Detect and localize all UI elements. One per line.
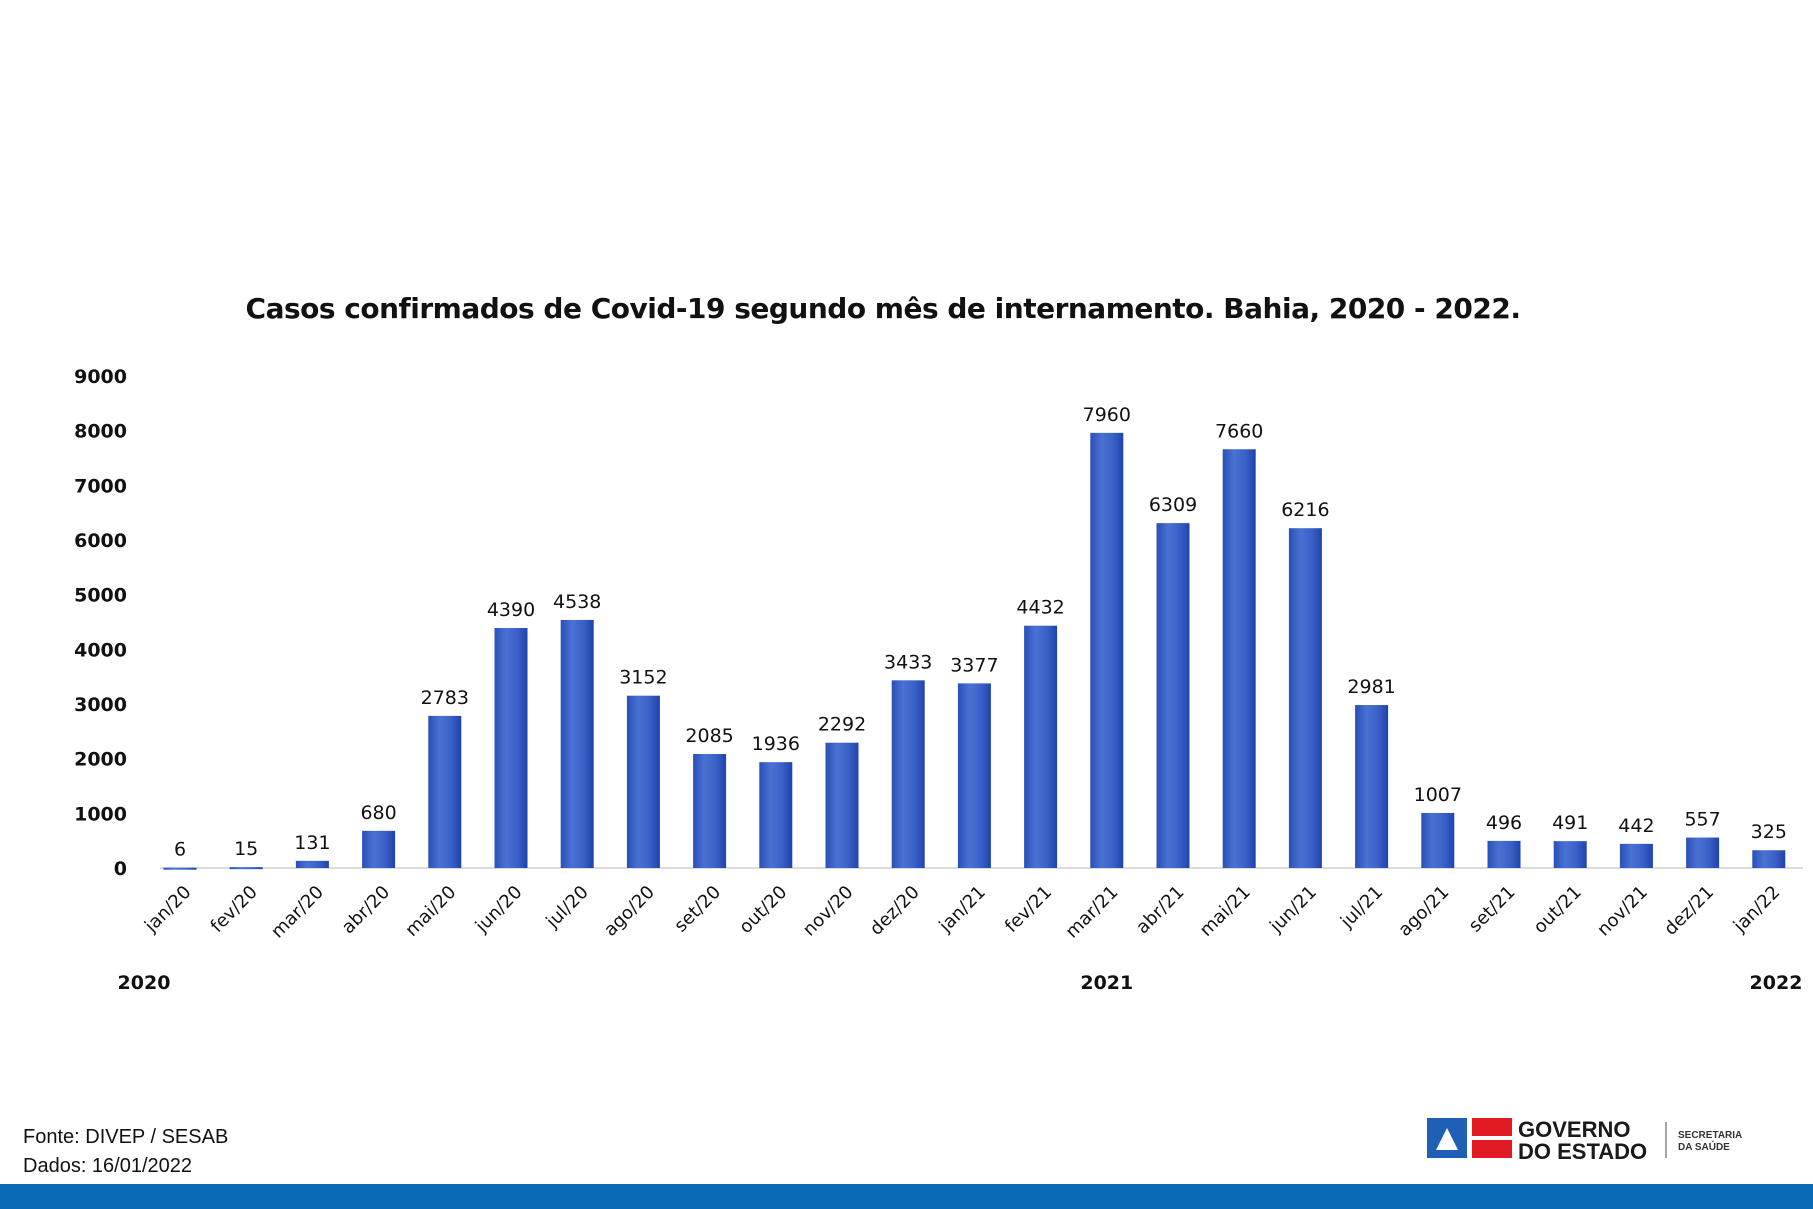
bar [693, 754, 727, 868]
x-tick-label: fev/20 [207, 882, 262, 937]
x-tick-label: out/21 [1530, 882, 1586, 938]
x-tick-label: dez/20 [866, 882, 924, 940]
x-tick-label: nov/21 [1593, 882, 1652, 941]
data-label: 1936 [752, 733, 800, 755]
data-label: 2085 [685, 725, 733, 747]
bar [560, 619, 594, 868]
data-label: 3377 [950, 654, 998, 676]
data-label: 557 [1684, 809, 1720, 831]
y-tick-label: 6000 [74, 530, 127, 552]
data-label: 2783 [421, 687, 469, 709]
x-tick-label: abr/20 [338, 882, 394, 938]
y-tick-label: 0 [114, 858, 127, 880]
data-label: 4432 [1016, 597, 1064, 619]
logo-line2: DO ESTADO [1518, 1139, 1647, 1164]
data-label: 491 [1552, 812, 1588, 834]
x-tick-label: nov/20 [799, 882, 858, 941]
data-label: 131 [294, 832, 330, 854]
bar [1752, 850, 1786, 868]
bar [1421, 812, 1455, 868]
logo-line1: GOVERNO [1518, 1117, 1630, 1142]
x-tick-label: fev/21 [1001, 882, 1056, 937]
year-label: 2022 [1750, 972, 1803, 994]
logo-sub1: SECRETARIA [1678, 1130, 1742, 1141]
data-label: 6309 [1149, 494, 1197, 516]
x-tick-label: set/21 [1465, 882, 1520, 937]
data-label: 3433 [884, 651, 932, 673]
bar [1355, 705, 1389, 868]
governo-bahia-logo: GOVERNO DO ESTADO SECRETARIA DA SAÚDE [1427, 1117, 1742, 1164]
bar [229, 867, 263, 870]
bar [295, 860, 329, 868]
data-label: 1007 [1414, 784, 1462, 806]
x-tick-label: ago/20 [600, 882, 659, 941]
bar [1156, 523, 1190, 868]
year-label: 2020 [118, 972, 171, 994]
bar [825, 742, 859, 868]
bar [1553, 841, 1587, 868]
x-tick-label: mar/21 [1062, 882, 1123, 943]
chart-title: Casos confirmados de Covid-19 segundo mê… [245, 292, 1521, 325]
bar [626, 695, 660, 868]
bar [163, 867, 197, 870]
bar [362, 830, 396, 868]
data-label: 15 [234, 838, 258, 860]
y-tick-label: 8000 [74, 421, 127, 443]
x-tick-label: ago/21 [1394, 882, 1453, 941]
bar [494, 628, 528, 868]
data-label: 4538 [553, 591, 601, 613]
logo-sub2: DA SAÚDE [1678, 1140, 1730, 1153]
y-tick-label: 2000 [74, 749, 127, 771]
bar-chart: 0 1000 2000 3000 4000 5000 6000 7000 8000 9000 6 1… [74, 366, 1803, 994]
data-label: 3152 [619, 667, 667, 689]
data-label: 325 [1751, 821, 1787, 843]
bar [1222, 449, 1256, 868]
y-tick-label: 5000 [74, 585, 127, 607]
data-label: 2292 [818, 714, 866, 736]
date-text: Dados: 16/01/2022 [23, 1155, 193, 1177]
bar [428, 715, 462, 868]
x-tick-label: jul/21 [1336, 882, 1387, 933]
x-tick-label: abr/21 [1132, 882, 1188, 938]
x-tick-label: jan/22 [1729, 882, 1784, 937]
x-tick-label: out/20 [735, 882, 791, 938]
x-tick-label: jun/21 [1265, 882, 1321, 938]
y-tick-label: 9000 [74, 366, 127, 388]
data-label: 4390 [487, 599, 535, 621]
x-tick-label: jan/20 [140, 882, 195, 937]
x-tick-label: jul/20 [542, 882, 593, 933]
bar [1487, 840, 1521, 868]
source-text: Fonte: DIVEP / SESAB [23, 1126, 229, 1148]
y-tick-label: 7000 [74, 475, 127, 497]
bar [957, 683, 991, 868]
data-label: 6 [174, 839, 186, 861]
data-label: 496 [1486, 812, 1522, 834]
bar [759, 762, 793, 868]
x-tick-label: jan/21 [934, 882, 989, 937]
x-tick-label: jun/20 [471, 882, 527, 938]
x-tick-label: set/20 [670, 882, 725, 937]
data-label: 7960 [1083, 404, 1131, 426]
bar [891, 680, 925, 868]
data-label: 6216 [1281, 499, 1329, 521]
bar [1090, 432, 1124, 868]
y-tick-label: 3000 [74, 694, 127, 716]
bar [1619, 843, 1653, 868]
y-tick-label: 1000 [74, 803, 127, 825]
data-label: 442 [1618, 815, 1654, 837]
x-tick-label: mai/21 [1196, 882, 1255, 941]
x-tick-label: mar/20 [267, 882, 328, 943]
data-label: 7660 [1215, 420, 1263, 442]
year-label: 2021 [1080, 972, 1133, 994]
x-tick-label: mai/20 [401, 882, 460, 941]
bar [1288, 528, 1322, 868]
bar [1686, 837, 1720, 868]
bar [1024, 625, 1058, 868]
data-label: 2981 [1347, 676, 1395, 698]
y-tick-label: 4000 [74, 639, 127, 661]
footer-band [0, 1184, 1813, 1209]
x-tick-label: dez/21 [1660, 882, 1718, 940]
data-label: 680 [360, 802, 396, 824]
